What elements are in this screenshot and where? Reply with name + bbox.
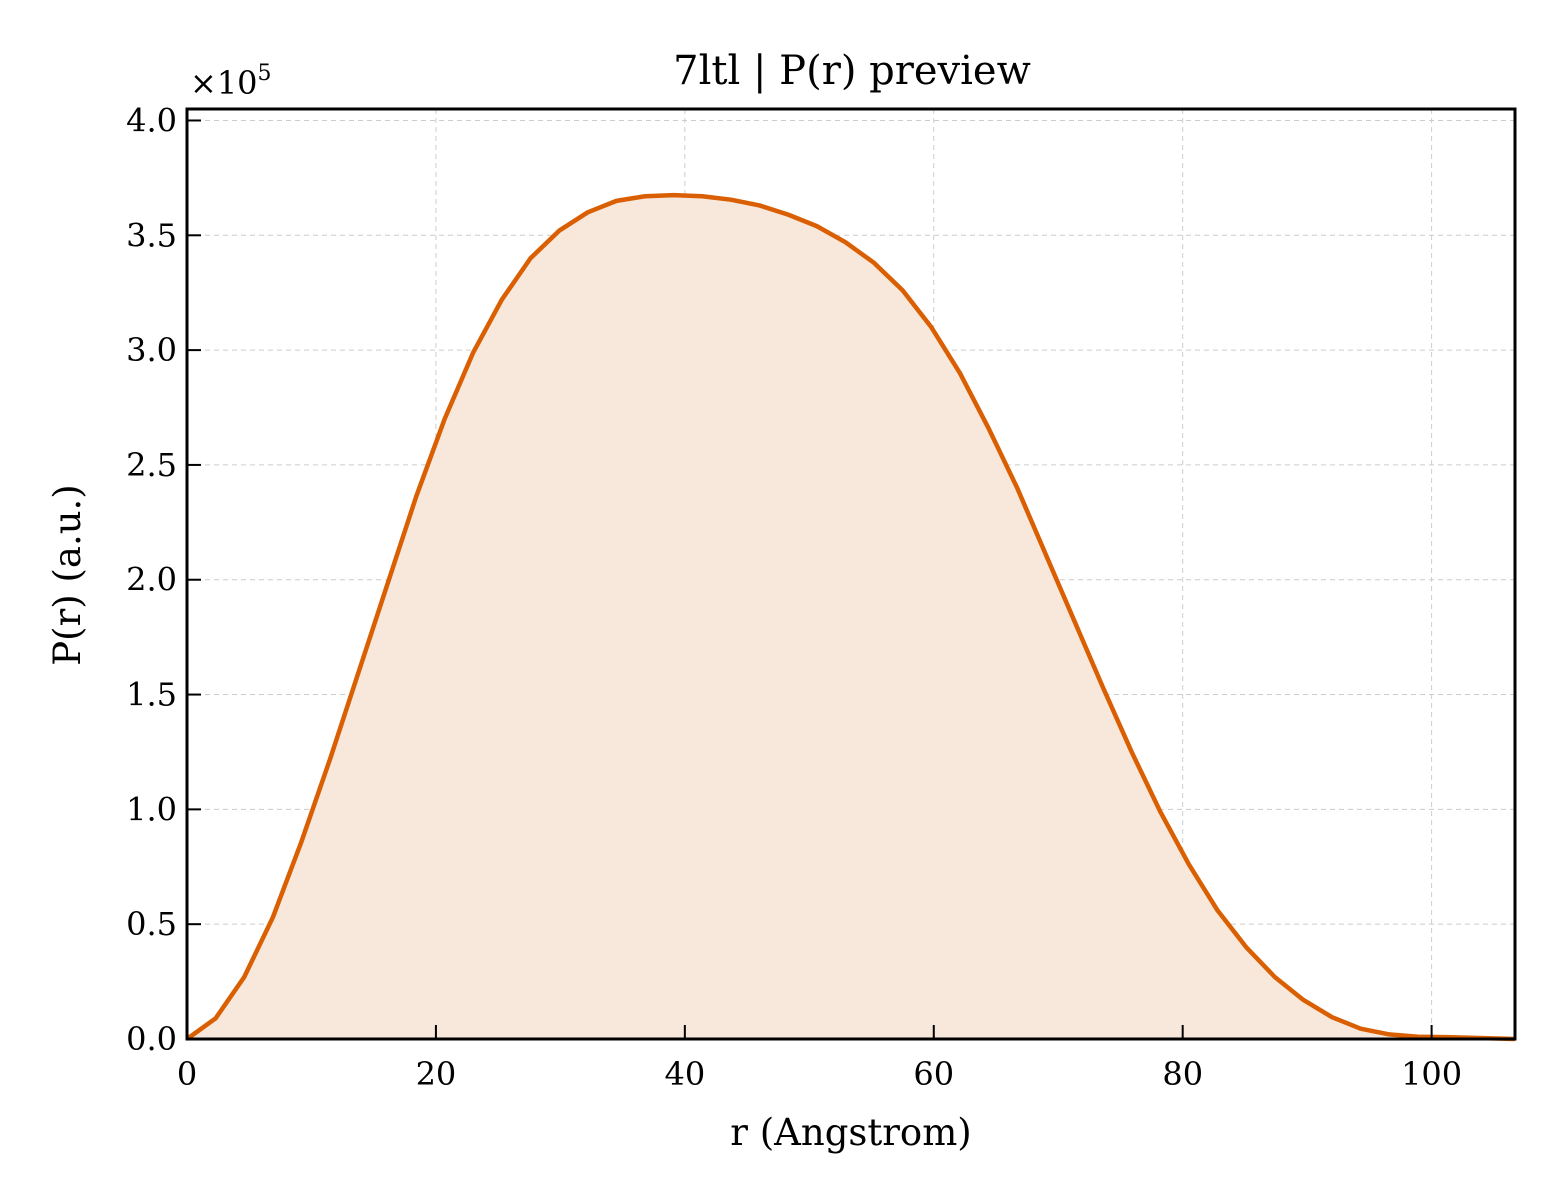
y-offset-base: ×10 [190,64,258,102]
x-tick-label: 80 [1162,1055,1203,1093]
y-tick-label: 2.0 [126,561,177,599]
y-tick-label: 0.0 [126,1020,177,1058]
y-offset-label: ×105 [190,61,272,102]
x-tick-label: 0 [177,1055,197,1093]
x-axis-ticks: 0 20 40 60 80 100 [177,1025,1462,1093]
y-tick-label: 2.5 [126,446,177,484]
y-axis-label: P(r) (a.u.) [46,484,89,666]
x-tick-label: 100 [1401,1055,1462,1093]
y-tick-label: 1.0 [126,790,177,828]
y-tick-label: 3.0 [126,331,177,369]
y-tick-label: 0.5 [126,905,177,943]
y-tick-label: 1.5 [126,676,177,714]
x-tick-label: 60 [913,1055,954,1093]
series-area-fill [187,195,1515,1040]
series-line [185,192,1516,1042]
y-tick-label: 3.5 [126,216,177,254]
y-offset-exponent: 5 [258,61,272,86]
y-axis-ticks: 0.0 0.5 1.0 1.5 2.0 2.5 3.0 3.5 4.0 [126,101,201,1058]
x-axis-label: r (Angstrom) [730,1111,971,1154]
plot-frame [185,107,1517,1041]
x-tick-label: 40 [664,1055,705,1093]
y-tick-label: 4.0 [126,101,177,139]
x-tick-label: 20 [416,1055,457,1093]
chart-title: 7ltl | P(r) preview [673,48,1031,94]
